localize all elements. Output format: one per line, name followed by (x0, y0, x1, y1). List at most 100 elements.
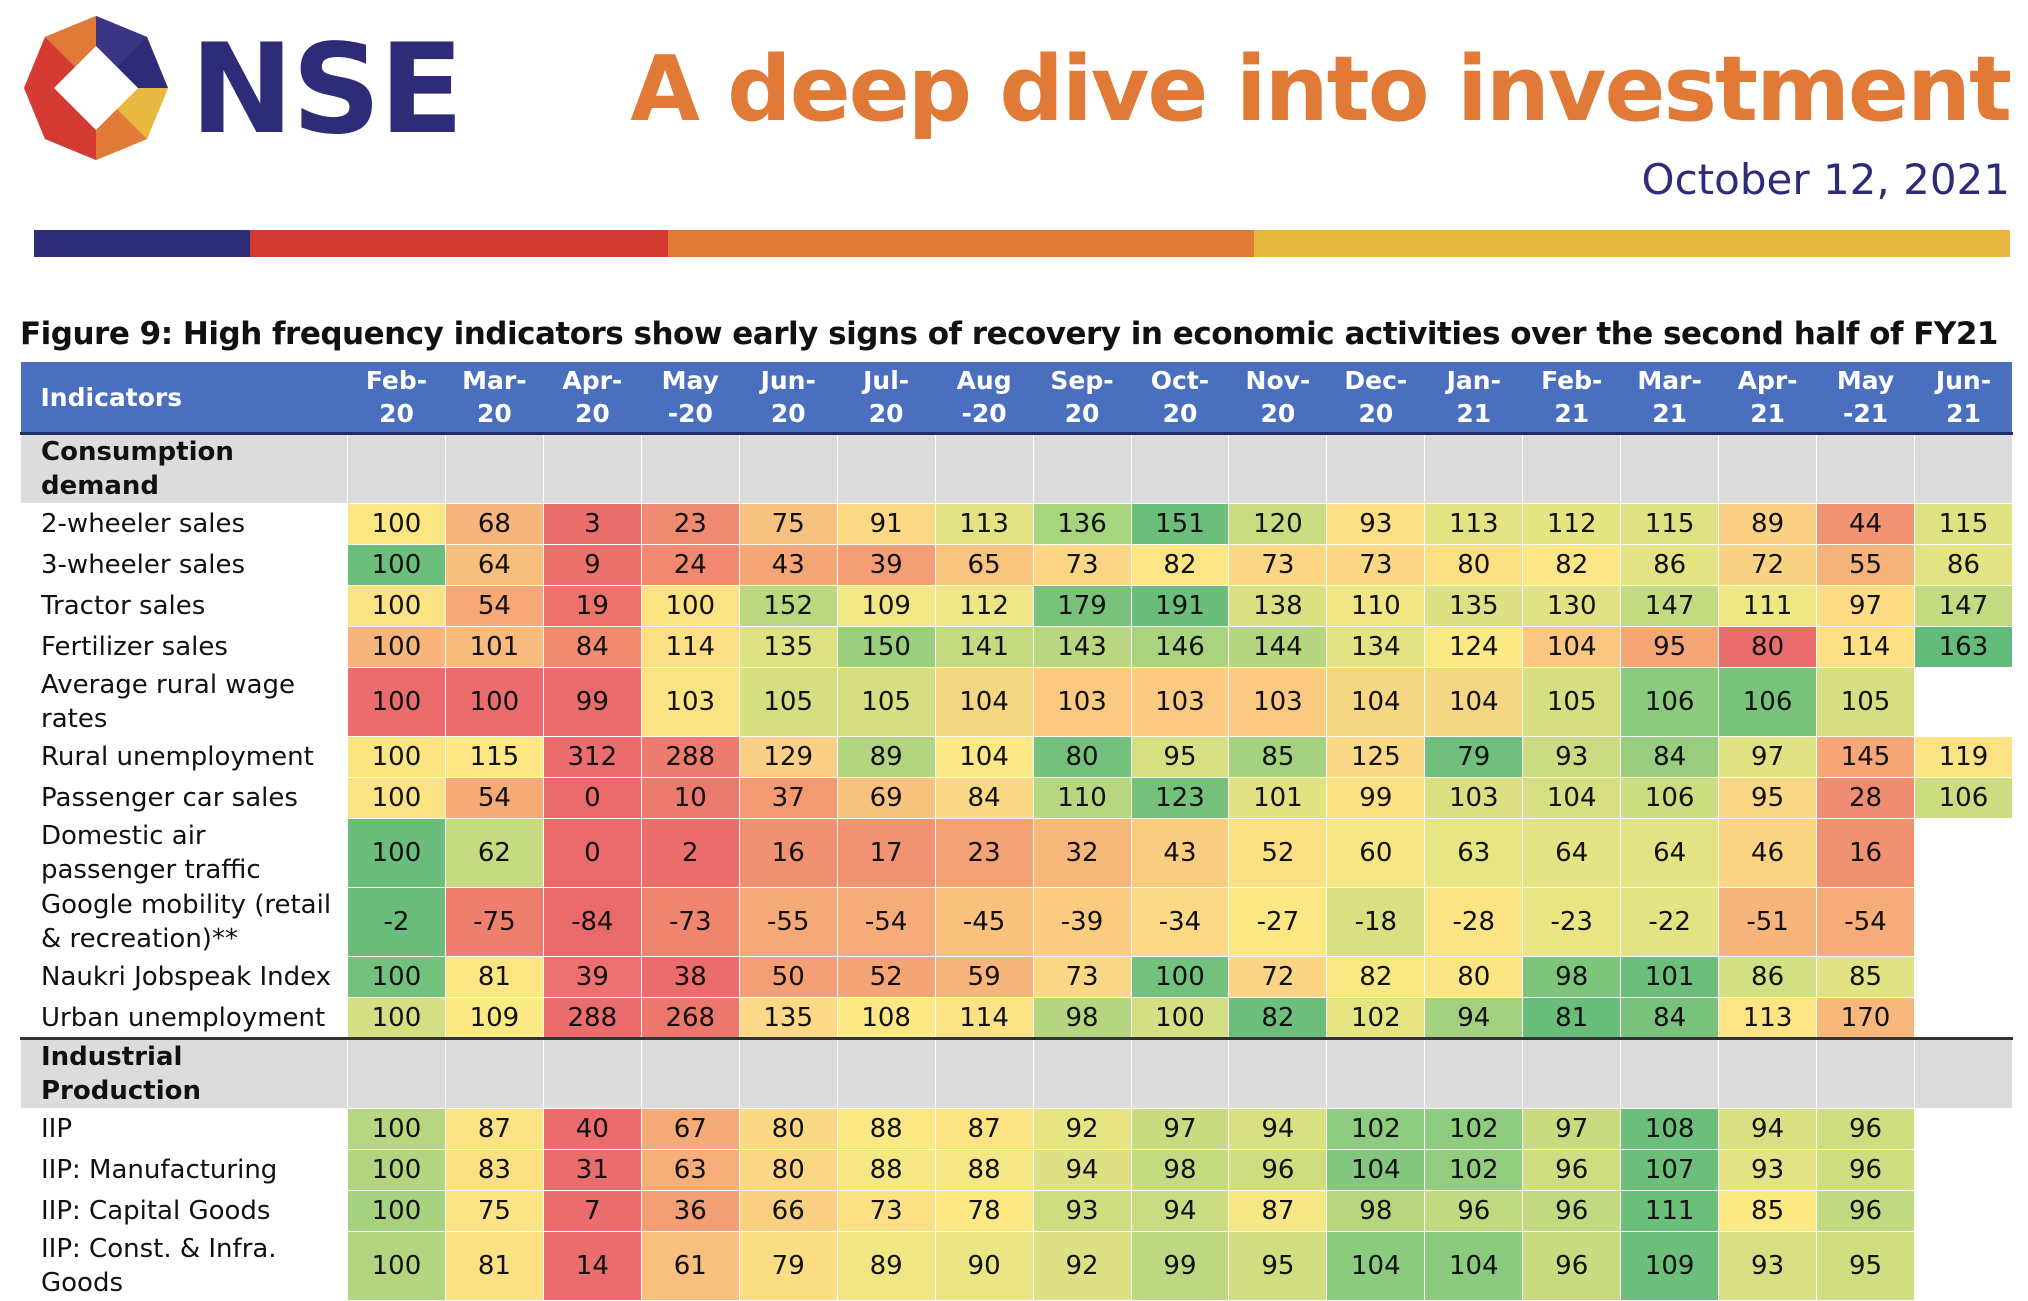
section-filler-cell (1620, 433, 1720, 504)
heatmap-cell: 113 (1718, 997, 1818, 1039)
column-header-month: Nov- 20 (1228, 362, 1327, 435)
indicator-label: Tractor sales (20, 585, 348, 627)
heatmap-cell: 39 (836, 544, 936, 586)
heatmap-cell: 100 (444, 667, 544, 737)
heatmap-cell: 110 (1032, 777, 1132, 819)
heatmap-cell: 89 (1718, 503, 1818, 545)
heatmap-cell: 44 (1816, 503, 1915, 545)
column-header-indicators: Indicators (20, 362, 348, 435)
heatmap-cell: -75 (444, 887, 544, 957)
heatmap-cell: 147 (1620, 585, 1720, 627)
heatmap-cell: 96 (1816, 1190, 1915, 1232)
heatmap-cell: 143 (1032, 626, 1132, 668)
heatmap-cell: 79 (738, 1231, 838, 1301)
table-row: IIP: Capital Goods 100 75 7 36 66 73 78 93 94 87 98… (20, 1190, 2013, 1232)
column-header-month: Jun- 20 (739, 362, 838, 435)
heatmap-cell: 95 (1228, 1231, 1328, 1301)
heatmap-cell: 100 (347, 777, 446, 819)
heatmap-cell: 105 (738, 667, 838, 737)
heatmap-cell: 100 (1130, 997, 1230, 1039)
heatmap-cell: -39 (1032, 887, 1132, 957)
heatmap-cell: 99 (542, 667, 642, 737)
heatmap-cell: 179 (1032, 585, 1132, 627)
heatmap-cell: 94 (1424, 997, 1524, 1039)
heatmap-cell: 106 (1718, 667, 1818, 737)
heatmap-cell: 85 (1718, 1190, 1818, 1232)
heatmap-cell: 163 (1914, 626, 2013, 668)
heatmap-cell: 104 (1424, 667, 1524, 737)
section-filler-cell (1424, 433, 1524, 504)
heatmap-cell: 80 (738, 1108, 838, 1150)
heatmap-cell: 64 (1522, 818, 1622, 888)
section-filler-cell (444, 1037, 544, 1109)
table-row: IIP: Const. & Infra. Goods 100 81 14 61 79 89 9… (20, 1231, 2013, 1301)
heatmap-cell: 110 (1326, 585, 1426, 627)
heatmap-cell: 113 (934, 503, 1034, 545)
heatmap-cell: 80 (738, 1149, 838, 1191)
heatmap-cell: 115 (1620, 503, 1720, 545)
heatmap-cell: 96 (1816, 1149, 1915, 1191)
column-header-month: Aug -20 (935, 362, 1034, 435)
section-filler-cell (542, 1037, 642, 1109)
heatmap-cell: 43 (738, 544, 838, 586)
section-filler-cell (836, 1037, 936, 1109)
section-filler-cell (1914, 1037, 2013, 1109)
heatmap-cell: 141 (934, 626, 1034, 668)
heatmap-cell: 100 (347, 667, 446, 737)
heatmap-cell: 92 (1032, 1108, 1132, 1150)
column-header-month: Feb- 21 (1522, 362, 1621, 435)
heatmap-cell: 312 (542, 736, 642, 778)
stripe-navy (34, 230, 250, 257)
heatmap-cell (1914, 997, 2013, 1039)
indicator-heatmap-table: Indicators Feb- 20 Mar- 20 Apr- 20 May -20 Jun- 2… (20, 362, 2013, 1301)
heatmap-cell: 96 (1522, 1190, 1622, 1232)
heatmap-cell: 78 (934, 1190, 1034, 1232)
section-filler-cell (1326, 1037, 1426, 1109)
heatmap-cell: 103 (1130, 667, 1230, 737)
heatmap-cell: -73 (640, 887, 740, 957)
heatmap-cell: 109 (836, 585, 936, 627)
heatmap-cell: -22 (1620, 887, 1720, 957)
heatmap-cell: 97 (1816, 585, 1915, 627)
heatmap-cell: -84 (542, 887, 642, 957)
heatmap-cell: 37 (738, 777, 838, 819)
heatmap-cell: 23 (934, 818, 1034, 888)
heatmap-cell: 84 (1620, 736, 1720, 778)
table-row: Google mobility (retail & recreation)** -… (20, 887, 2013, 957)
heatmap-cell: 86 (1718, 956, 1818, 998)
heatmap-cell: 94 (1228, 1108, 1328, 1150)
heatmap-cell: 109 (1620, 1231, 1720, 1301)
section-filler-cell (1816, 433, 1915, 504)
heatmap-cell: 120 (1228, 503, 1328, 545)
table-row: Urban unemployment 100 109 288 268 135 108 114 9… (20, 997, 2013, 1039)
indicator-label: Passenger car sales (20, 777, 348, 819)
indicator-label: Naukri Jobspeak Index (20, 956, 348, 998)
heatmap-cell: 115 (1914, 503, 2013, 545)
heatmap-cell: 103 (1032, 667, 1132, 737)
heatmap-cell: -27 (1228, 887, 1328, 957)
section-filler-cell (1522, 1037, 1622, 1109)
heatmap-cell: 93 (1326, 503, 1426, 545)
column-header-month: Feb- 20 (347, 362, 446, 435)
heatmap-cell: 73 (1032, 956, 1132, 998)
indicator-label: Average rural wage rates (20, 667, 348, 737)
heatmap-cell: 105 (836, 667, 936, 737)
heatmap-cell: 100 (347, 544, 446, 586)
indicator-label: IIP (20, 1108, 348, 1150)
heatmap-cell (1914, 887, 2013, 957)
section-filler-cell (836, 433, 936, 504)
heatmap-cell: 7 (542, 1190, 642, 1232)
heatmap-cell: 152 (738, 585, 838, 627)
heatmap-cell: 19 (542, 585, 642, 627)
section-filler-cell (1228, 433, 1328, 504)
heatmap-cell: 146 (1130, 626, 1230, 668)
heatmap-cell: 64 (444, 544, 544, 586)
indicator-label: Google mobility (retail & recreation)** (20, 887, 348, 957)
indicator-label: 3-wheeler sales (20, 544, 348, 586)
indicator-label: 2-wheeler sales (20, 503, 348, 545)
heatmap-cell: 80 (1424, 956, 1524, 998)
heatmap-cell: 72 (1228, 956, 1328, 998)
heatmap-cell: 83 (444, 1149, 544, 1191)
table-row: IIP: Manufacturing 100 83 31 63 80 88 88 94 98 96 1… (20, 1149, 2013, 1191)
column-header-month: May -21 (1816, 362, 1915, 435)
